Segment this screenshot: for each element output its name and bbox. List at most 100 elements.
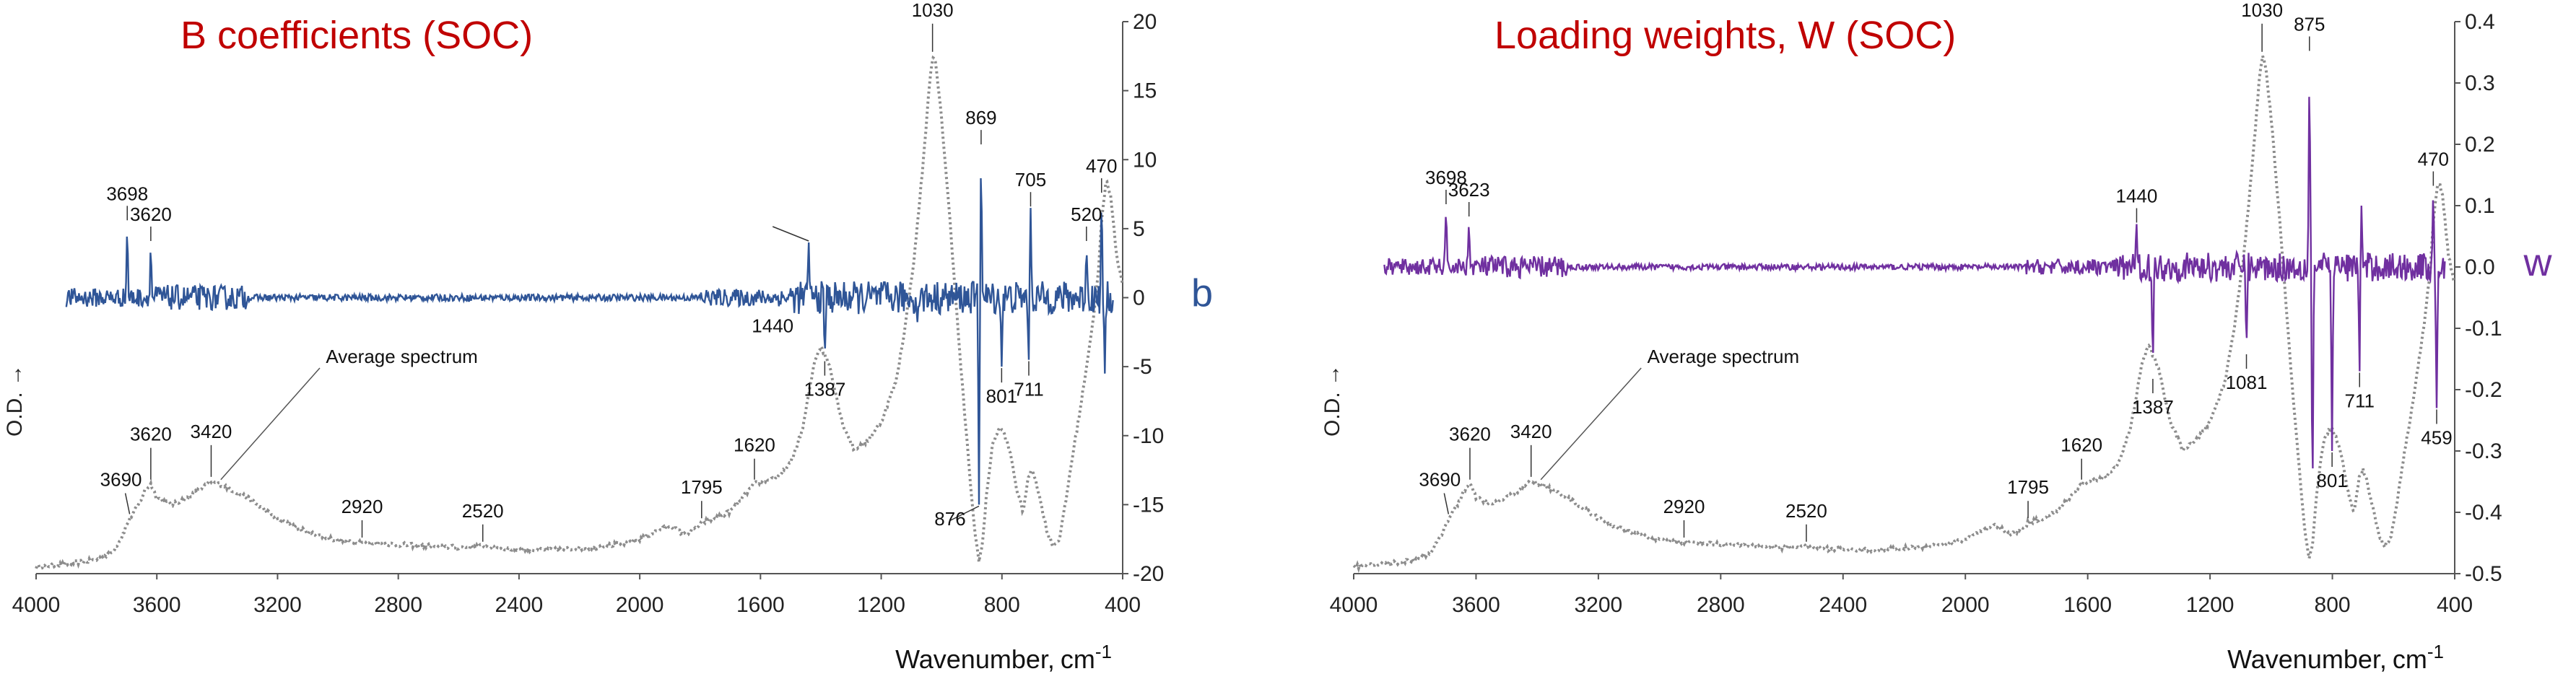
peak-annotation-label: 711 bbox=[1014, 379, 1043, 400]
chart-panel-2: Loading weights, W (SOC) 4000 3600 3200 2800… bbox=[1320, 0, 2553, 674]
y-tick-label: -5 bbox=[1133, 355, 1152, 379]
peak-annotation-label: 3698 bbox=[106, 183, 148, 204]
x-tick-label: 3600 bbox=[1452, 593, 1500, 617]
peak-annotation-label: 705 bbox=[1015, 169, 1046, 190]
x-axis-unit-sup: -1 bbox=[2427, 641, 2444, 662]
x-axis-unit: cm bbox=[2393, 644, 2427, 674]
x-tick-label: 400 bbox=[2437, 593, 2473, 617]
peak-annotation-label: 3623 bbox=[1448, 179, 1490, 201]
x-axis-unit-sup: -1 bbox=[1095, 641, 1112, 662]
avg-annotation-label: 2920 bbox=[341, 496, 383, 517]
y-tick-label: 10 bbox=[1133, 148, 1157, 172]
x-tick-label: 800 bbox=[984, 593, 1020, 617]
avg-annotation-label: 2920 bbox=[1663, 496, 1705, 517]
series-axis-name: b bbox=[1191, 272, 1213, 315]
od-axis-label: O.D. → bbox=[1320, 364, 1344, 437]
avg-annotation-label: 1620 bbox=[2061, 434, 2102, 456]
x-axis-title-text: Wavenumber, bbox=[895, 644, 1055, 674]
x-tick-label: 1600 bbox=[736, 593, 785, 617]
avg-annotation-label: 1795 bbox=[681, 476, 723, 498]
y-tick-label: 15 bbox=[1133, 79, 1157, 103]
x-tick-label: 1200 bbox=[857, 593, 905, 617]
peak-annotation-label: 3698 bbox=[1425, 167, 1467, 188]
x-tick-label: 3200 bbox=[1575, 593, 1623, 617]
x-tick-label: 3600 bbox=[133, 593, 181, 617]
x-tick-label: 800 bbox=[2315, 593, 2351, 617]
avg-annotation-label: 1620 bbox=[734, 434, 775, 456]
peak-annotation-label: 869 bbox=[965, 107, 996, 128]
avg-annotation-label: 1030 bbox=[2241, 0, 2283, 21]
y-tick-label: -15 bbox=[1133, 493, 1164, 517]
x-tick-label: 1600 bbox=[2063, 593, 2112, 617]
x-tick-label: 2400 bbox=[495, 593, 544, 617]
peak-annotation-label: 1440 bbox=[2116, 185, 2158, 207]
x-tick-label: 4000 bbox=[12, 593, 61, 617]
peak-annotation-label: 470 bbox=[1086, 155, 1117, 177]
peak-annotation-label: 459 bbox=[2421, 427, 2452, 449]
x-tick-label: 400 bbox=[1105, 593, 1141, 617]
x-tick-label: 1200 bbox=[2186, 593, 2235, 617]
avg-annotation-label: 3620 bbox=[1449, 424, 1491, 445]
y-tick-label: 0.4 bbox=[2465, 10, 2495, 34]
average-spectrum-label: Average spectrum bbox=[326, 346, 478, 367]
avg-annotation-label: 1795 bbox=[2007, 476, 2049, 498]
chart-title: B coefficients (SOC) bbox=[180, 14, 533, 57]
peak-annotation-leader bbox=[949, 505, 980, 522]
avg-annotation-leader bbox=[1443, 493, 1450, 514]
y-tick-label: -20 bbox=[1133, 562, 1164, 586]
y-tick-label: 0.0 bbox=[2465, 255, 2495, 279]
y-tick-label: 0 bbox=[1133, 286, 1145, 310]
x-axis-title: Wavenumber, cm-1 bbox=[2227, 641, 2444, 674]
peak-annotation-label: 801 bbox=[986, 385, 1017, 407]
y-tick-label: -0.1 bbox=[2465, 317, 2502, 341]
avg-annotation-leader bbox=[124, 493, 131, 514]
series-axis-name: w bbox=[2523, 241, 2553, 284]
average-spectrum-leader bbox=[1540, 367, 1642, 481]
y-tick-label: -0.5 bbox=[2465, 562, 2502, 586]
x-tick-label: 2000 bbox=[616, 593, 664, 617]
average-spectrum-line bbox=[1352, 55, 2456, 574]
series-line bbox=[65, 178, 1114, 505]
average-spectrum-leader bbox=[220, 367, 321, 481]
peak-annotation-label: 711 bbox=[2345, 390, 2375, 412]
y-tick-label: 5 bbox=[1133, 217, 1145, 241]
y-tick-label: -0.4 bbox=[2465, 501, 2502, 525]
x-tick-label: 2400 bbox=[1819, 593, 1867, 617]
peak-annotation-label: 875 bbox=[2294, 14, 2325, 35]
od-axis-label: O.D. → bbox=[3, 364, 27, 437]
series-line bbox=[1383, 97, 2446, 469]
peak-annotation-label: 1081 bbox=[2226, 372, 2268, 393]
avg-annotation-label: 3420 bbox=[1510, 421, 1552, 442]
peak-annotation-leader bbox=[772, 226, 809, 242]
peak-annotation-label: 470 bbox=[2418, 149, 2449, 170]
x-tick-label: 2800 bbox=[374, 593, 422, 617]
y-tick-label: 0.1 bbox=[2465, 194, 2495, 218]
peak-annotation-label: 3620 bbox=[130, 203, 172, 225]
avg-annotation-label: 3620 bbox=[130, 424, 172, 445]
peak-annotation-label: 1387 bbox=[804, 379, 845, 400]
average-spectrum-line bbox=[35, 55, 1124, 570]
x-tick-label: 2000 bbox=[1941, 593, 1990, 617]
avg-annotation-label: 2520 bbox=[462, 500, 504, 522]
avg-annotation-label: 3690 bbox=[100, 469, 142, 491]
peak-annotation-label: 876 bbox=[934, 508, 965, 530]
avg-annotation-label: 1030 bbox=[912, 0, 954, 21]
y-tick-label: 20 bbox=[1133, 10, 1157, 34]
x-axis-title: Wavenumber, cm-1 bbox=[895, 641, 1112, 674]
x-axis-unit: cm bbox=[1061, 644, 1095, 674]
x-axis-title-text: Wavenumber, bbox=[2227, 644, 2387, 674]
peak-annotation-label: 1440 bbox=[752, 315, 793, 336]
x-tick-label: 4000 bbox=[1330, 593, 1378, 617]
peak-annotation-label: 520 bbox=[1071, 203, 1102, 225]
x-tick-label: 3200 bbox=[253, 593, 302, 617]
chart-panel-1: B coefficients (SOC)4000 3600 3200 2800 2400… bbox=[3, 0, 1213, 674]
y-tick-label: -0.3 bbox=[2465, 439, 2502, 463]
average-spectrum-label: Average spectrum bbox=[1648, 346, 1800, 367]
avg-annotation-label: 2520 bbox=[1785, 500, 1827, 522]
chart-title: Loading weights, W (SOC) bbox=[1494, 14, 1956, 57]
y-tick-label: -0.2 bbox=[2465, 378, 2502, 402]
y-tick-label: 0.2 bbox=[2465, 133, 2495, 157]
y-tick-label: -10 bbox=[1133, 424, 1164, 448]
y-tick-label: 0.3 bbox=[2465, 71, 2495, 95]
